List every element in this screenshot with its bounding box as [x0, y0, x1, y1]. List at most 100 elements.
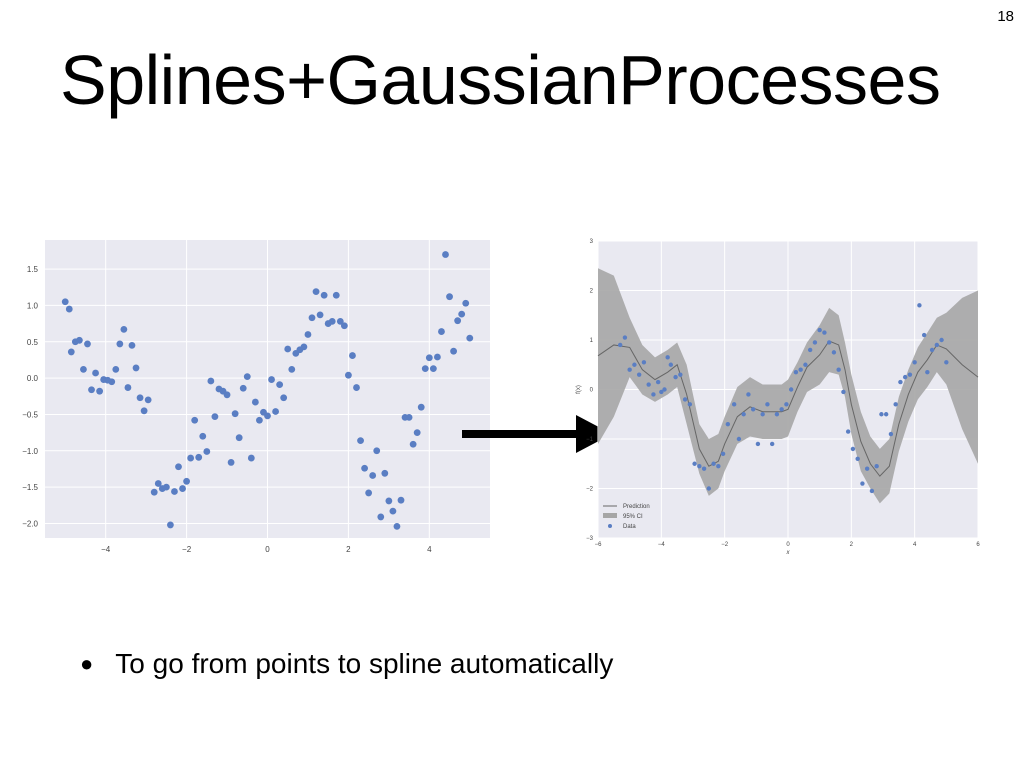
- data-point: [373, 447, 381, 455]
- data-point: [769, 441, 775, 447]
- x-tick-label: 0: [786, 542, 790, 548]
- data-point: [75, 336, 83, 344]
- data-point: [247, 454, 255, 462]
- data-point: [136, 394, 144, 402]
- data-point: [446, 293, 453, 301]
- data-point: [316, 311, 324, 319]
- data-point: [312, 288, 320, 296]
- data-point: [841, 389, 846, 395]
- data-point: [788, 387, 794, 392]
- legend-ci-swatch: [603, 513, 617, 518]
- data-point: [450, 347, 457, 355]
- y-tick-label: −3: [586, 536, 594, 542]
- x-tick-label: −6: [595, 542, 603, 548]
- data-point: [807, 347, 813, 353]
- data-point: [425, 354, 433, 362]
- x-tick-label: −4: [101, 545, 111, 552]
- data-point: [692, 461, 697, 466]
- data-point: [397, 496, 405, 504]
- data-point: [191, 416, 199, 424]
- data-point: [673, 374, 678, 380]
- data-point: [741, 412, 746, 417]
- data-point: [227, 459, 235, 466]
- data-point: [179, 485, 186, 492]
- data-point: [421, 365, 429, 373]
- data-point: [409, 440, 417, 448]
- y-tick-label: 1.5: [27, 265, 39, 274]
- data-point: [320, 291, 328, 299]
- data-point: [939, 337, 944, 343]
- data-point: [682, 397, 688, 402]
- data-point: [462, 299, 470, 307]
- data-point: [251, 398, 259, 406]
- x-tick-label: 2: [850, 542, 854, 548]
- y-tick-label: −1.0: [22, 447, 38, 456]
- arrow-right-icon: [462, 415, 612, 453]
- page-number: 18: [997, 8, 1014, 25]
- data-point: [207, 377, 215, 385]
- y-tick-label: 2: [590, 289, 594, 295]
- data-point: [284, 345, 292, 353]
- data-point: [332, 291, 340, 299]
- y-tick-label: 0: [590, 388, 594, 394]
- x-tick-label: −2: [721, 542, 729, 548]
- data-point: [128, 341, 136, 349]
- data-point: [116, 340, 124, 348]
- data-point: [345, 371, 352, 379]
- data-point: [798, 367, 803, 372]
- data-point: [898, 379, 903, 385]
- data-point: [466, 334, 474, 342]
- y-tick-label: 3: [590, 239, 594, 245]
- data-point: [655, 379, 661, 385]
- data-point: [243, 373, 251, 381]
- y-tick-label: −0.5: [22, 410, 38, 419]
- data-point: [929, 347, 935, 353]
- data-point: [429, 365, 437, 373]
- data-point: [132, 364, 140, 372]
- data-point: [349, 352, 356, 359]
- y-tick-label: −2: [586, 487, 594, 493]
- data-point: [869, 488, 875, 494]
- data-point: [750, 407, 756, 412]
- data-point: [434, 353, 441, 361]
- data-point: [67, 348, 75, 356]
- bullet-text: To go from points to spline automaticall…: [115, 648, 614, 679]
- data-point: [636, 372, 642, 377]
- data-point: [280, 394, 288, 402]
- data-point: [140, 407, 148, 415]
- data-point: [154, 480, 162, 487]
- data-point: [855, 456, 860, 461]
- data-point: [92, 369, 99, 377]
- bullet-dot-icon: ●: [80, 651, 94, 676]
- data-point: [907, 372, 913, 377]
- data-point: [353, 384, 360, 391]
- data-point: [264, 412, 271, 420]
- data-point: [336, 318, 344, 325]
- data-point: [934, 342, 940, 348]
- data-point: [393, 522, 401, 530]
- y-tick-label: −1.5: [22, 483, 38, 492]
- data-point: [826, 340, 832, 345]
- data-point: [944, 360, 949, 365]
- x-tick-label: −2: [182, 545, 192, 552]
- data-point: [668, 362, 674, 367]
- data-point: [822, 330, 827, 335]
- legend-label: Prediction: [623, 504, 650, 510]
- data-point: [817, 327, 822, 333]
- data-point: [860, 481, 865, 486]
- data-point: [112, 365, 120, 373]
- bullet-item: ● To go from points to spline automatica…: [80, 648, 613, 680]
- data-point: [84, 340, 91, 348]
- data-point: [784, 402, 789, 407]
- data-point: [678, 372, 683, 377]
- data-point: [183, 477, 190, 485]
- data-point: [755, 441, 761, 447]
- y-axis-label: f(x): [576, 385, 582, 394]
- y-tick-label: −2.0: [22, 519, 38, 528]
- data-point: [917, 303, 922, 308]
- data-point: [167, 521, 174, 529]
- y-tick-label: 0.0: [27, 374, 39, 383]
- data-point: [369, 472, 377, 479]
- data-point: [65, 305, 73, 313]
- data-point: [617, 342, 623, 348]
